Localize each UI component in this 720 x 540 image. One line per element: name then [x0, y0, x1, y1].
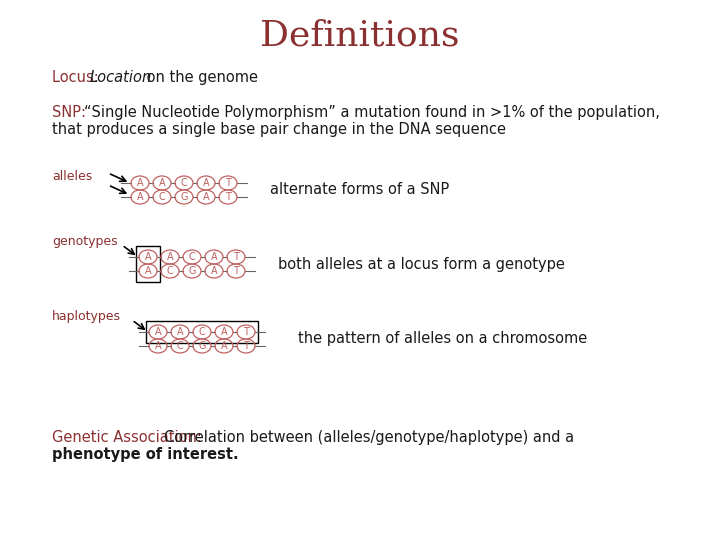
Text: G: G [188, 266, 196, 276]
Text: C: C [181, 178, 187, 188]
Text: T: T [225, 178, 231, 188]
Text: A: A [211, 266, 217, 276]
Text: C: C [176, 341, 184, 351]
Text: A: A [155, 341, 161, 351]
Text: both alleles at a locus form a genotype: both alleles at a locus form a genotype [278, 256, 565, 272]
Text: SNP:: SNP: [52, 105, 91, 120]
Text: A: A [158, 178, 166, 188]
Text: haplotypes: haplotypes [52, 310, 121, 323]
Text: C: C [199, 327, 205, 337]
Text: “Single Nucleotide Polymorphism” a mutation found in >1% of the population,: “Single Nucleotide Polymorphism” a mutat… [84, 105, 660, 120]
Text: Locus:: Locus: [52, 70, 104, 85]
Text: C: C [158, 192, 166, 202]
Text: A: A [221, 327, 228, 337]
Text: A: A [145, 266, 151, 276]
Text: A: A [176, 327, 184, 337]
Text: A: A [137, 178, 143, 188]
Text: A: A [145, 252, 151, 262]
Text: A: A [203, 192, 210, 202]
Text: G: G [180, 192, 188, 202]
Text: T: T [225, 192, 231, 202]
Text: A: A [203, 178, 210, 188]
Text: alternate forms of a SNP: alternate forms of a SNP [270, 183, 449, 198]
Text: A: A [155, 327, 161, 337]
Text: on the genome: on the genome [142, 70, 258, 85]
Text: A: A [211, 252, 217, 262]
Text: that produces a single base pair change in the DNA sequence: that produces a single base pair change … [52, 122, 506, 137]
Text: T: T [243, 341, 249, 351]
Text: T: T [233, 266, 239, 276]
Text: Genetic Association:: Genetic Association: [52, 430, 207, 445]
Text: C: C [166, 266, 174, 276]
Text: A: A [167, 252, 174, 262]
Text: Correlation between (alleles/genotype/haplotype) and a: Correlation between (alleles/genotype/ha… [164, 430, 574, 445]
Text: G: G [198, 341, 206, 351]
Text: the pattern of alleles on a chromosome: the pattern of alleles on a chromosome [298, 332, 588, 347]
Text: T: T [233, 252, 239, 262]
Text: Definitions: Definitions [260, 18, 460, 52]
Text: A: A [137, 192, 143, 202]
Text: genotypes: genotypes [52, 235, 117, 248]
Text: C: C [189, 252, 195, 262]
Text: phenotype of interest.: phenotype of interest. [52, 447, 238, 462]
Text: T: T [243, 327, 249, 337]
Text: Location: Location [90, 70, 152, 85]
Text: A: A [221, 341, 228, 351]
Text: alleles: alleles [52, 170, 92, 183]
